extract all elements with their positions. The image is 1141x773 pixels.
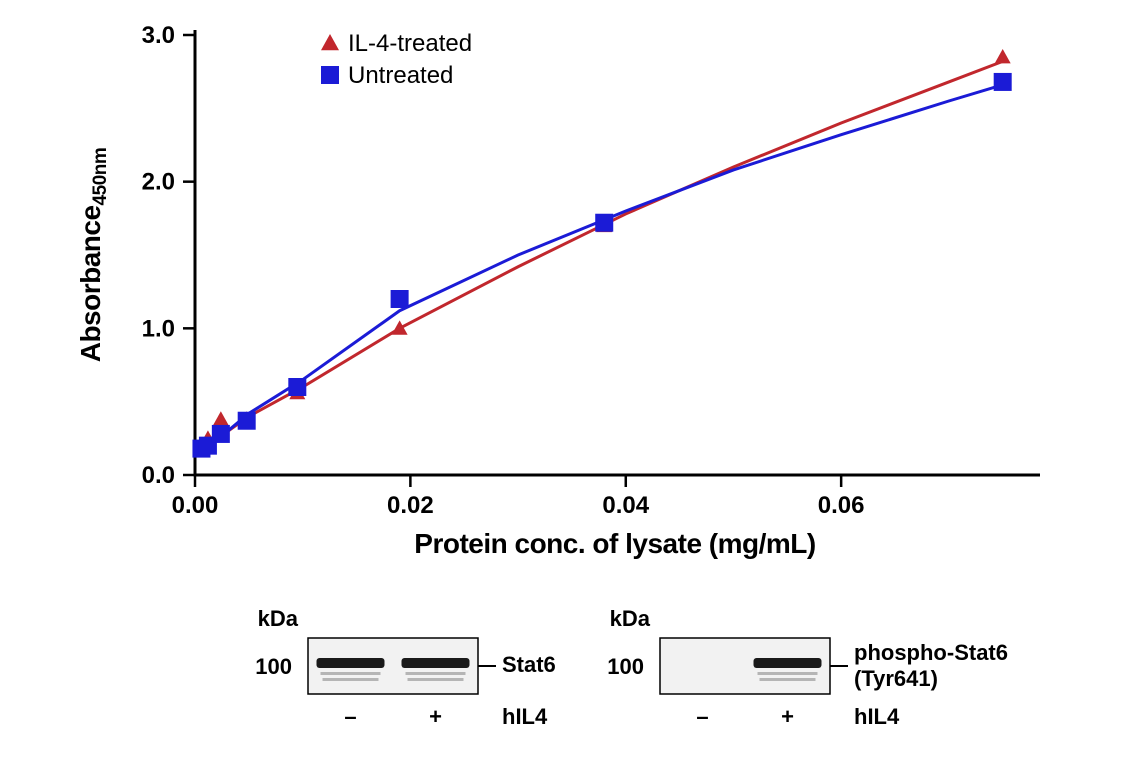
blot-band-faint — [323, 678, 379, 681]
protein-label: phospho-Stat6 — [854, 640, 1008, 665]
series-marker-1 — [238, 412, 256, 430]
treat-plus: + — [429, 704, 442, 729]
kda-label: kDa — [610, 606, 651, 631]
protein-label: Stat6 — [502, 652, 556, 677]
y-tick-label: 2.0 — [142, 169, 175, 196]
protein-label: (Tyr641) — [854, 666, 938, 691]
legend-label-0: IL-4-treated — [348, 30, 472, 57]
blot-band — [317, 658, 385, 668]
series-marker-1 — [212, 425, 230, 443]
y-tick-label: 3.0 — [142, 22, 175, 49]
y-tick-label: 1.0 — [142, 315, 175, 342]
blot-band — [754, 658, 822, 668]
blot-band-faint — [760, 678, 816, 681]
treat-plus: + — [781, 704, 794, 729]
y-tick-label: 0.0 — [142, 462, 175, 489]
treat-minus: – — [344, 704, 356, 729]
x-tick-label: 0.02 — [387, 492, 434, 519]
blot-band — [402, 658, 470, 668]
kda-marker: 100 — [255, 654, 292, 679]
blot-band-faint — [758, 672, 818, 675]
treat-label: hIL4 — [854, 704, 900, 729]
x-axis-title: Protein conc. of lysate (mg/mL) — [414, 528, 815, 559]
x-tick-label: 0.06 — [818, 492, 865, 519]
blot-band-faint — [321, 672, 381, 675]
series-marker-1 — [994, 73, 1012, 91]
series-marker-1 — [391, 290, 409, 308]
treat-label: hIL4 — [502, 704, 548, 729]
x-tick-label: 0.00 — [172, 492, 219, 519]
legend-label-1: Untreated — [348, 62, 453, 89]
blot-band-faint — [408, 678, 464, 681]
series-marker-1 — [288, 378, 306, 396]
treat-minus: – — [696, 704, 708, 729]
x-tick-label: 0.04 — [602, 492, 649, 519]
series-marker-1 — [595, 214, 613, 232]
legend-marker-1 — [321, 66, 339, 84]
figure-svg: 0.01.02.03.00.000.020.040.06Absorbance45… — [0, 0, 1141, 768]
blot-band-faint — [406, 672, 466, 675]
kda-marker: 100 — [607, 654, 644, 679]
kda-label: kDa — [258, 606, 299, 631]
